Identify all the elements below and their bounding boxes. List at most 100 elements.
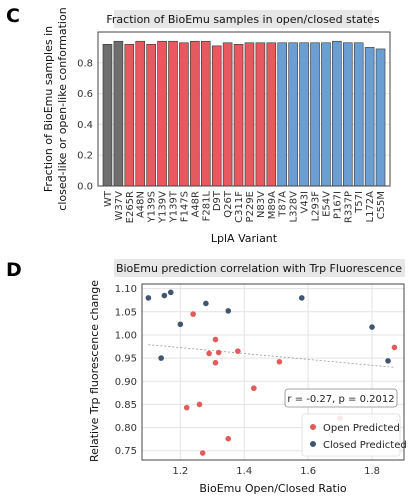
bar-y139s: [146, 44, 156, 187]
c-x-tick-label: Y139T: [169, 190, 180, 223]
bar-a48r: [190, 40, 200, 187]
regression-line: [148, 344, 395, 368]
closed-predicted-point: [225, 308, 232, 314]
bar-d9t: [211, 45, 222, 187]
bar-n83v: [255, 42, 266, 187]
open-predicted-point: [190, 311, 196, 317]
bar-t57i: [353, 42, 364, 187]
d-x-tick-label: 1.8: [364, 466, 380, 477]
bar-c55m: [375, 48, 386, 187]
open-predicted-point: [183, 404, 190, 411]
bar-p167i: [332, 40, 342, 187]
open-predicted-point: [212, 359, 219, 366]
panel-d-legend: [301, 413, 401, 457]
closed-predicted-point: [385, 358, 391, 364]
panel-d-y-axis-label: Relative Trp fluorescence change: [88, 280, 101, 462]
bar-e265r: [124, 44, 135, 187]
open-predicted-point: [391, 344, 398, 351]
c-x-tick-label: C55M: [376, 191, 387, 219]
panel-c-y-axis-label-line-2: closed-like or open-like conformation: [56, 7, 69, 210]
c-x-tick-label: E54V: [321, 191, 332, 217]
panel-d-x-axis-label: BioEmu Open/Closed Ratio: [199, 482, 347, 495]
open-predicted-point: [251, 385, 257, 392]
c-x-tick-label: C311F: [234, 191, 245, 223]
c-x-tick-label: M89A: [267, 191, 278, 219]
bar-e54v: [321, 42, 331, 187]
bar-y139t: [168, 40, 178, 187]
c-y-tick-label: 0.4: [77, 120, 93, 131]
bar-c311f: [233, 44, 244, 187]
closed-predicted-point: [145, 295, 152, 301]
closed-predicted-point: [177, 321, 184, 328]
c-x-tick-label: A48N: [136, 191, 147, 218]
panel-c-y-ticks: 0.0 0.2 0.4 0.6 0.8: [77, 58, 93, 192]
c-y-tick-label: 0.0: [77, 182, 93, 193]
open-predicted-point: [225, 435, 232, 442]
panel-c-plot-frame: [97, 31, 391, 187]
panel-c-title-background: [114, 10, 372, 28]
d-x-tick-label: 1.6: [300, 466, 316, 477]
panel-d-plot-frame: [141, 283, 405, 461]
panel-d-x-ticks: 1.2 1.4 1.6 1.8: [172, 466, 380, 477]
legend-open-predicted-label: Open Predicted: [323, 423, 400, 434]
c-x-tick-label: Y139V: [158, 191, 169, 224]
panel-c-y-axis-label-line-1: Fraction of BioEmu samples in: [42, 26, 55, 192]
d-y-tick-label: 1.10: [115, 284, 137, 295]
legend-open-predicted-marker: [310, 424, 316, 430]
bar-l328v: [288, 42, 298, 187]
c-x-tick-label: T57I: [354, 191, 365, 214]
bar-m89a: [266, 42, 277, 187]
c-x-tick-label: L293F: [311, 191, 322, 222]
bar-f281l: [200, 40, 211, 187]
c-x-tick-label: R337P: [343, 191, 354, 223]
c-x-tick-label: P229E: [245, 191, 256, 222]
c-x-tick-label: T87A: [278, 191, 289, 218]
open-predicted-point: [276, 359, 283, 365]
c-x-tick-label: WT: [103, 190, 114, 207]
c-x-tick-label: F147S: [179, 191, 190, 222]
closed-predicted-point: [369, 324, 375, 330]
closed-predicted-point: [203, 300, 209, 307]
closed-predicted-point: [298, 295, 305, 301]
correlation-annotation: r = -0.27, p = 0.2012: [287, 394, 394, 405]
c-y-tick-label: 0.2: [77, 151, 93, 162]
panel-d-title-background: [114, 259, 405, 277]
c-x-tick-label: A48R: [190, 191, 201, 218]
d-y-tick-label: 0.75: [115, 446, 137, 457]
panel-d-letter: D: [6, 259, 22, 281]
d-y-tick-label: 0.90: [115, 377, 137, 388]
open-predicted-point: [206, 350, 212, 357]
panel-c-x-ticks: WT W37V E265R A48N Y139S Y139V Y139T F147S A48R F…: [103, 190, 387, 224]
c-x-tick-label: N83V: [256, 191, 267, 218]
panel-d-y-ticks: 0.75 0.80 0.85 0.90 0.95 1.00 1.05 1.10: [115, 284, 137, 457]
c-x-tick-label: Q26T: [223, 190, 234, 218]
d-y-tick-label: 0.95: [115, 354, 137, 365]
bar-y139v: [157, 40, 167, 187]
open-predicted-point: [212, 336, 219, 343]
d-y-tick-label: 1.05: [115, 307, 137, 318]
legend-closed-predicted-marker: [310, 441, 316, 447]
c-x-tick-label: P167I: [332, 191, 343, 219]
c-y-tick-label: 0.8: [77, 58, 93, 69]
open-predicted-point: [199, 450, 206, 456]
d-x-tick-label: 1.4: [236, 466, 252, 477]
bar-w37v: [113, 40, 124, 187]
panel-c-title: Fraction of BioEmu samples in open/close…: [106, 13, 380, 26]
bar-t87a: [277, 42, 288, 187]
correlation-annotation-box: [284, 388, 398, 408]
c-x-tick-label: F281L: [201, 191, 212, 222]
bar-l293f: [310, 42, 320, 187]
open-predicted-point: [235, 348, 241, 354]
d-y-tick-label: 1.00: [115, 330, 137, 341]
c-x-tick-label: W37V: [114, 191, 125, 221]
legend-closed-predicted-label: Closed Predicted: [323, 440, 407, 451]
d-x-tick-label: 1.2: [172, 466, 188, 477]
bar-r337p: [342, 42, 353, 187]
closed-predicted-point: [158, 355, 164, 361]
c-x-tick-label: V43I: [300, 191, 311, 214]
bar-q26t: [222, 42, 233, 187]
c-x-tick-label: D9T: [212, 190, 223, 211]
panel-d-title: BioEmu prediction correlation with Trp F…: [116, 262, 402, 275]
panel-d-trendline: [148, 344, 395, 368]
